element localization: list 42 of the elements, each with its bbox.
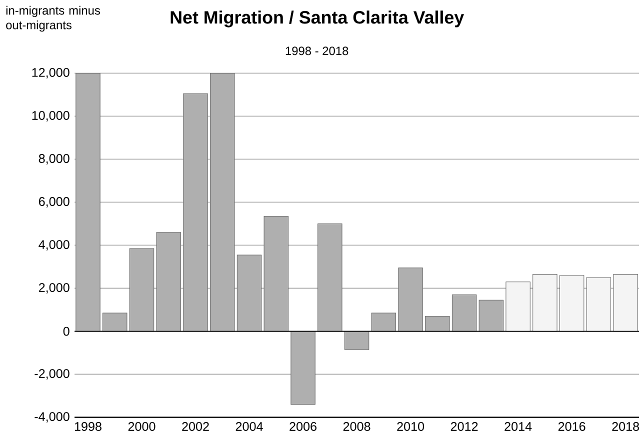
chart-subtitle: 1998 - 2018 <box>286 46 348 56</box>
bar <box>318 223 342 332</box>
x-tick-label: 1998 <box>74 422 102 431</box>
y-tick-label: 12,000 <box>32 68 70 78</box>
x-tick-label: 2018 <box>612 422 640 431</box>
bar <box>236 254 262 332</box>
x-tick-label: 2000 <box>128 422 156 431</box>
x-tick-label: 2006 <box>290 422 316 431</box>
y-axis-title: in-migrants minus out-migrants <box>6 6 100 32</box>
bar <box>102 312 128 332</box>
x-tick-label: 2012 <box>450 422 478 431</box>
bar <box>264 216 289 332</box>
bar <box>156 232 181 332</box>
x-tick-label: 2016 <box>558 422 586 431</box>
chart-title: Net Migration / Santa Clarita Valley <box>170 10 464 28</box>
y-tick-label: 2,000 <box>38 282 70 294</box>
bar <box>532 274 558 332</box>
bar <box>613 274 638 332</box>
bar <box>506 281 530 332</box>
bar <box>425 316 450 332</box>
x-tick-label: 2008 <box>343 422 370 431</box>
bar <box>290 330 316 405</box>
y-tick-label: 0 <box>63 326 70 336</box>
y-tick-label: 4,000 <box>38 240 70 250</box>
y-tick-label: 6,000 <box>38 196 70 208</box>
bar <box>344 330 370 350</box>
y-tick-label: 10,000 <box>32 110 70 122</box>
x-tick-label: 2014 <box>504 422 532 431</box>
bar <box>398 267 423 332</box>
bar <box>129 248 154 332</box>
bar <box>452 294 477 332</box>
bar <box>371 312 396 332</box>
bar <box>478 300 504 332</box>
x-tick-label: 2004 <box>236 422 263 431</box>
bar <box>559 274 584 332</box>
y-tick-label: -4,000 <box>34 412 70 422</box>
y-tick-label: 8,000 <box>38 154 70 164</box>
bar <box>586 277 612 332</box>
x-tick-label: 2010 <box>397 422 424 431</box>
bar <box>183 93 208 332</box>
x-tick-label: 2002 <box>182 422 209 431</box>
y-tick-label: -2,000 <box>34 368 70 380</box>
